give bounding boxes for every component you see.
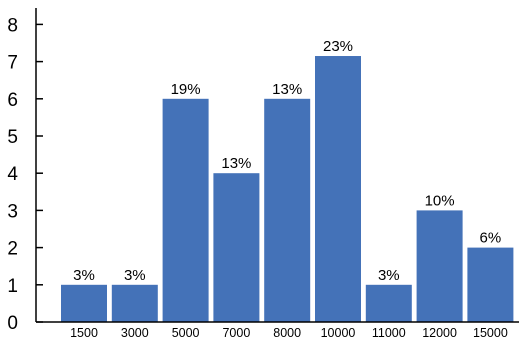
data-label-11000: 3% <box>378 267 400 284</box>
x-tick-label-5000: 5000 <box>172 326 200 338</box>
bar-3000 <box>111 284 158 322</box>
y-tick-label-2: 2 <box>7 239 18 260</box>
x-tick-label-10000: 10000 <box>321 326 356 338</box>
data-label-5000: 19% <box>171 81 201 98</box>
y-tick-label-4: 4 <box>7 164 18 185</box>
bar-5000 <box>162 98 209 322</box>
bar-11000 <box>365 284 412 322</box>
bars <box>61 56 514 323</box>
y-tick-label-3: 3 <box>7 201 18 222</box>
bar-7000 <box>213 173 260 322</box>
x-tick-label-7000: 7000 <box>222 326 250 338</box>
bar-8000 <box>264 98 311 322</box>
bar-15000 <box>467 247 514 322</box>
x-axis: 1500 3000 5000 7000 8000 10000 11000 12000 15000 <box>36 321 519 338</box>
data-label-12000: 10% <box>425 192 455 209</box>
x-tick-label-15000: 15000 <box>473 326 508 338</box>
x-tick-label-8000: 8000 <box>273 326 301 338</box>
y-tick-label-5: 5 <box>7 127 18 148</box>
data-label-3000: 3% <box>124 267 146 284</box>
data-labels: 3% 3% 19% 13% 13% 23% 3% 10% 6% <box>73 38 501 284</box>
bar-10000 <box>315 56 361 323</box>
y-axis: 0 1 2 3 4 5 6 7 8 <box>7 8 43 334</box>
x-tick-label-12000: 12000 <box>422 326 457 338</box>
data-label-8000: 13% <box>272 81 302 98</box>
data-label-10000: 23% <box>323 38 353 55</box>
data-label-15000: 6% <box>480 230 502 247</box>
bar-1500 <box>61 284 107 322</box>
data-label-7000: 13% <box>221 155 251 172</box>
y-tick-label-7: 7 <box>7 53 18 74</box>
y-tick-label-0: 0 <box>7 313 18 334</box>
bar-12000 <box>416 210 463 322</box>
y-tick-label-6: 6 <box>7 90 18 111</box>
y-tick-label-8: 8 <box>7 15 18 36</box>
x-tick-label-3000: 3000 <box>121 326 149 338</box>
x-tick-label-11000: 11000 <box>372 326 406 338</box>
y-tick-label-1: 1 <box>7 276 18 297</box>
data-label-1500: 3% <box>73 267 95 284</box>
x-tick-label-1500: 1500 <box>70 326 98 338</box>
